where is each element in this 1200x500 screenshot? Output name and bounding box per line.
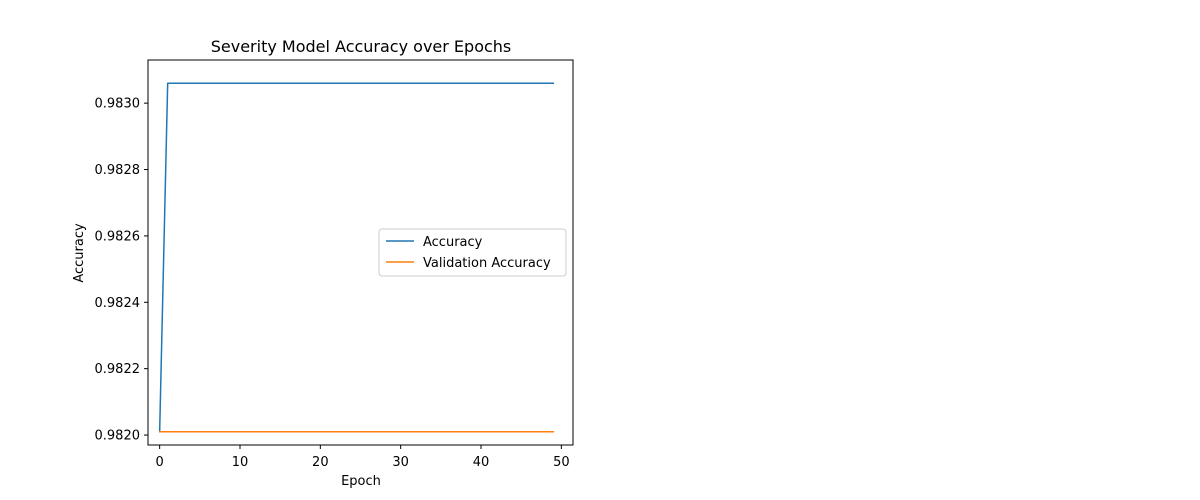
x-tick-label: 10: [232, 455, 249, 470]
y-tick-label: 0.9830: [95, 97, 141, 112]
x-axis: 0 10 20 30 40 50: [156, 445, 570, 470]
legend-label-validation-accuracy: Validation Accuracy: [423, 256, 551, 271]
x-tick-label: 30: [392, 455, 409, 470]
x-tick-label: 40: [473, 455, 490, 470]
x-axis-label: Epoch: [341, 474, 381, 489]
y-axis-label: Accuracy: [72, 223, 87, 283]
series-layer: [158, 82, 555, 433]
legend-label-accuracy: Accuracy: [423, 235, 483, 250]
x-tick-label: 20: [312, 455, 329, 470]
x-tick-label: 50: [553, 455, 570, 470]
y-tick-label: 0.9820: [95, 429, 141, 444]
legend: Accuracy Validation Accuracy: [378, 228, 567, 277]
y-tick-label: 0.9826: [95, 229, 141, 244]
y-tick-label: 0.9828: [95, 163, 141, 178]
series-line-0: [158, 82, 555, 433]
legend-box: [378, 228, 567, 277]
y-axis: 0.9820 0.9822 0.9824 0.9826 0.9828 0.9830: [95, 97, 148, 444]
x-tick-label: 0: [156, 455, 164, 470]
chart-title: Severity Model Accuracy over Epochs: [211, 37, 512, 56]
y-tick-label: 0.9822: [95, 362, 141, 377]
y-tick-label: 0.9824: [95, 296, 141, 311]
plot-frame: [147, 59, 574, 446]
